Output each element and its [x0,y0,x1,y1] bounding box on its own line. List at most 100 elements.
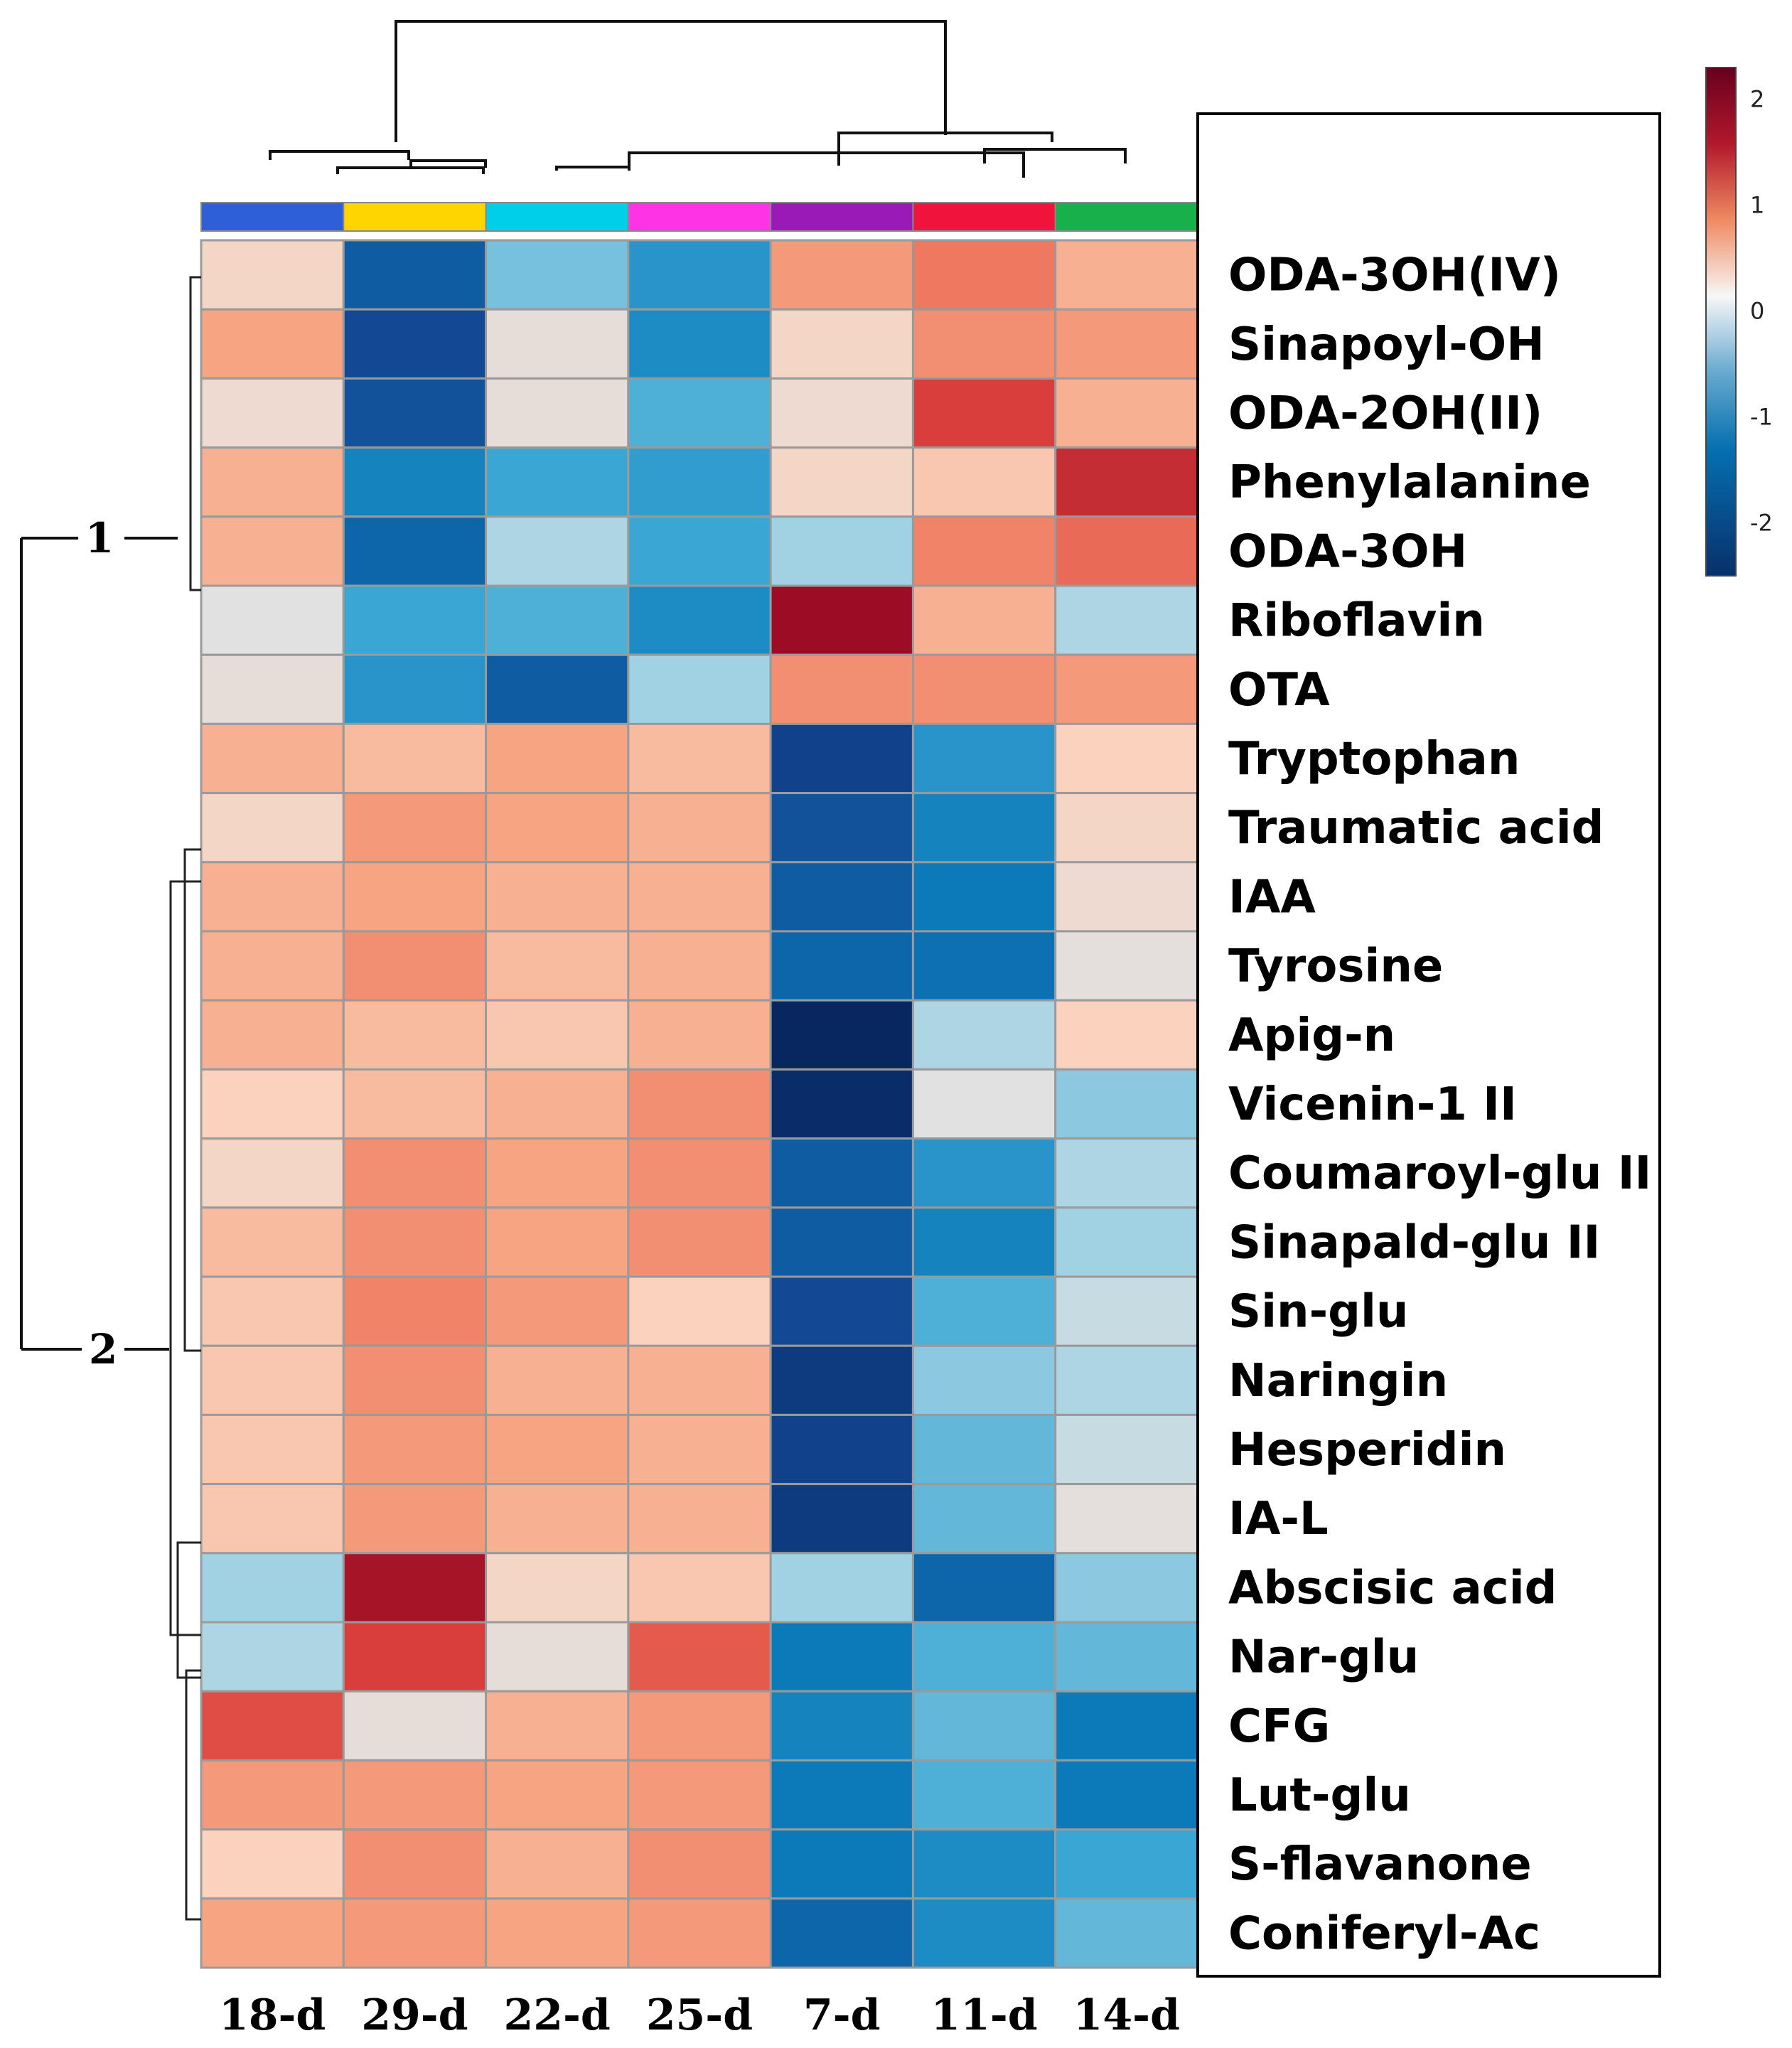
color-scale-tick-label: -1 [1750,404,1773,431]
heatmap-cell [627,722,772,795]
row-cluster-bracket [20,537,178,1351]
heatmap-cell [485,930,630,1002]
heatmap-cell [1054,1621,1199,1693]
heatmap-cell [1054,1413,1199,1486]
heatmap-cell [911,1275,1057,1347]
heatmap-cell [627,515,772,587]
heatmap-cell [911,792,1057,864]
heatmap-cell [769,1759,914,1831]
heatmap-cell [627,446,772,518]
heatmap-cell [769,861,914,933]
heatmap-cell [200,1137,345,1209]
heatmap-cell [200,861,345,933]
heatmap-cell [200,792,345,864]
heatmap-cell [485,722,630,795]
heatmap-cell [342,653,488,725]
heatmap-cell [485,515,630,587]
row-labels-box [1196,112,1661,1978]
heatmap-cell [627,1483,772,1555]
row-label: Abscisic acid [1228,1562,1557,1614]
heatmap-cell [200,1344,345,1416]
heatmap-cell [485,1552,630,1624]
row-label: Sinapoyl-OH [1228,318,1545,371]
heatmap-cell [1054,239,1199,311]
row-label: Traumatic acid [1228,802,1604,854]
heatmap-cell [911,653,1057,725]
row-label: Sin-glu [1228,1286,1408,1339]
color-scale-tick-label: -2 [1750,510,1773,537]
column-group-strips [200,202,1198,232]
heatmap-cell [485,1275,630,1347]
heatmap-cell [342,1759,488,1831]
column-strip-25-d [627,202,772,232]
color-scale-tick-label: 2 [1750,86,1764,113]
heatmap-cell [769,308,914,380]
heatmap-cell [769,1552,914,1624]
heatmap-cell [627,1344,772,1416]
column-label: 14-d [1073,1990,1180,2040]
heatmap-cell [485,1621,630,1693]
heatmap-cell [627,999,772,1071]
heatmap-cell [769,999,914,1071]
row-cluster-label-2: 2 [89,1325,117,1373]
column-label: 25-d [646,1990,753,2040]
heatmap-cell [911,1483,1057,1555]
heatmap-cell [342,1621,488,1693]
heatmap-cell [342,1413,488,1486]
heatmap-cell [342,1275,488,1347]
heatmap-cell [342,1552,488,1624]
heatmap-cell [485,1759,630,1831]
row-label: Tryptophan [1228,733,1520,786]
heatmap-cell [1054,1137,1199,1209]
heatmap-cell [1054,999,1199,1071]
heatmap-cell [911,584,1057,656]
row-label: ODA-3OH [1228,525,1467,578]
heatmap-cell [200,1621,345,1693]
heatmap-cell [911,239,1057,311]
heatmap-cell [200,1759,345,1831]
heatmap-cell [485,308,630,380]
heatmap-cell [1054,1483,1199,1555]
row-label: ODA-2OH(II) [1228,387,1542,440]
column-dendrogram [269,20,1127,178]
heatmap-cell [342,377,488,449]
row-label: Hesperidin [1228,1424,1506,1476]
heatmap-cell [769,1275,914,1347]
heatmap-cell [769,1897,914,1969]
heatmap-cell [911,722,1057,795]
heatmap-cell [627,1068,772,1140]
heatmap-cell [911,1413,1057,1486]
row-label: Coniferyl-Ac [1228,1907,1540,1960]
column-strip-22-d [485,202,629,232]
heatmap-cell [627,1621,772,1693]
heatmap-cell [769,515,914,587]
row-label: IA-L [1228,1493,1329,1545]
column-label: 7-d [803,1990,881,2040]
heatmap-cell [1054,1897,1199,1969]
heatmap-cell [200,1483,345,1555]
heatmap-cell [485,1344,630,1416]
heatmap-cell [911,861,1057,933]
heatmap-cell [342,1206,488,1278]
row-labels: ODA-3OH(IV) Sinapoyl-OH ODA-2OH(II) Phenyla… [1228,250,1651,1961]
heatmap-cell [342,446,488,518]
heatmap-cell [769,1206,914,1278]
heatmap-cell [342,861,488,933]
heatmap-cell [1054,308,1199,380]
heatmap-cell [485,1413,630,1486]
row-label: Naringin [1228,1355,1448,1408]
heatmap-cell [200,1828,345,1900]
heatmap-cell [485,1137,630,1209]
heatmap-cell [200,446,345,518]
heatmap-cell [1054,1206,1199,1278]
heatmap-cell [485,1690,630,1762]
heatmap-cell [769,1690,914,1762]
column-strip-11-d [912,202,1056,232]
heatmap-cell [342,239,488,311]
heatmap-cell [627,861,772,933]
row-label: CFG [1228,1700,1330,1753]
heatmap-cell [627,239,772,311]
row-label: S-flavanone [1228,1838,1532,1891]
heatmap-cell [342,1344,488,1416]
heatmap-cell [485,653,630,725]
